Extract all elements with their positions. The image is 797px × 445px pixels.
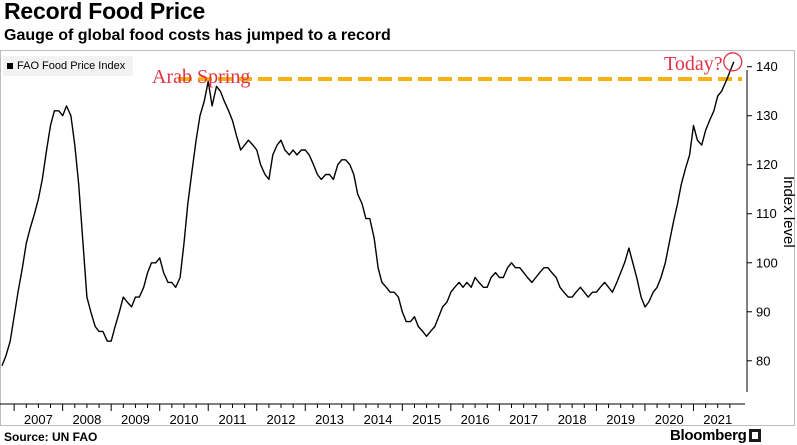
y-tick-label: 130 [756, 108, 778, 123]
brand-logo: Bloomberg [670, 427, 762, 444]
y-tick-label: 140 [756, 59, 778, 74]
x-tick-label: 2019 [606, 412, 635, 427]
today-highlight-circle [723, 52, 743, 72]
x-tick-label: 2009 [121, 412, 150, 427]
annotation-arab-spring: Arab Spring [152, 66, 250, 88]
annotation-today: Today? [664, 53, 723, 75]
x-tick-label: 2020 [655, 412, 684, 427]
source-note: Source: UN FAO [4, 430, 98, 444]
x-tick-label: 2018 [558, 412, 587, 427]
plot-frame [0, 50, 795, 426]
x-tick-label: 2013 [315, 412, 344, 427]
legend-swatch [7, 63, 13, 69]
x-tick-label: 2015 [412, 412, 441, 427]
y-tick-label: 90 [756, 304, 770, 319]
x-tick-label: 2010 [170, 412, 199, 427]
bloomberg-terminal-icon [749, 429, 762, 442]
x-tick-label: 2016 [461, 412, 490, 427]
series-line-fao-food-price-index [1, 61, 735, 366]
y-tick-label: 100 [756, 255, 778, 270]
x-tick-label: 2014 [364, 412, 393, 427]
chart-subtitle: Gauge of global food costs has jumped to… [4, 27, 391, 44]
x-tick-label: 2021 [703, 412, 732, 427]
x-tick-label: 2008 [72, 412, 101, 427]
y-tick-label: 120 [756, 157, 778, 172]
x-tick-label: 2012 [267, 412, 296, 427]
y-tick-label: 110 [756, 206, 777, 221]
brand-name: Bloomberg [670, 427, 747, 444]
legend-entry-fao-food-price-index: FAO Food Price Index [17, 60, 126, 72]
y-tick-label: 80 [756, 353, 770, 368]
chart-title: Record Food Price [4, 0, 206, 24]
x-tick-label: 2007 [24, 412, 53, 427]
x-tick-label: 2011 [219, 412, 247, 427]
legend: FAO Food Price Index [3, 56, 134, 76]
x-tick-label: 2017 [509, 412, 538, 427]
y-axis-label: Index level [780, 176, 797, 248]
